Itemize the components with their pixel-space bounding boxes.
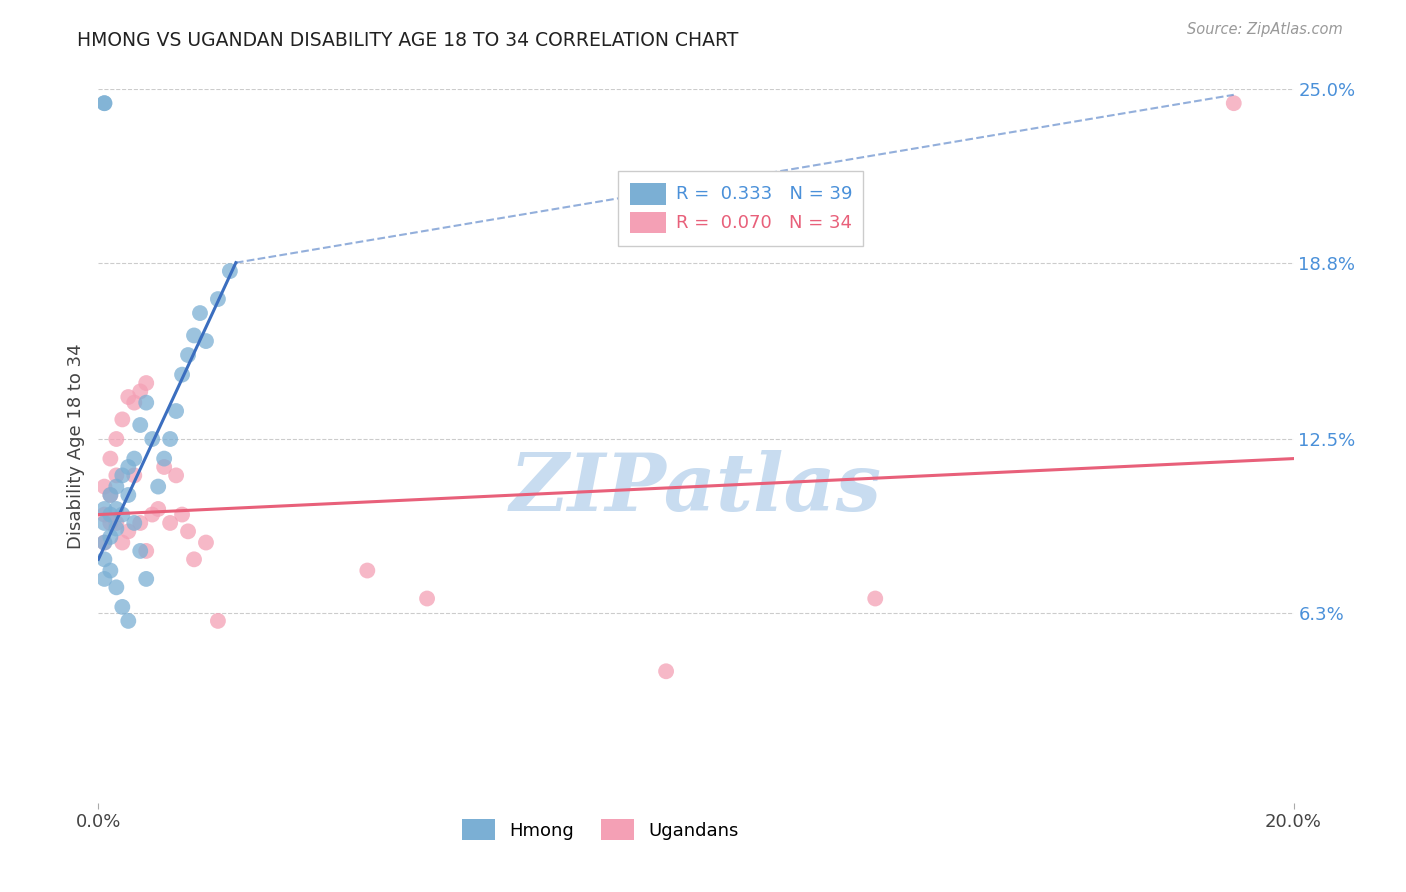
Point: [195, 334, 218, 348]
Point: [93, 96, 115, 111]
Text: Source: ZipAtlas.com: Source: ZipAtlas.com: [1187, 22, 1343, 37]
Point: [172, 368, 194, 382]
Point: [159, 516, 181, 530]
Point: [124, 516, 146, 530]
Point: [207, 614, 229, 628]
Point: [183, 552, 205, 566]
Y-axis label: Disability Age 18 to 34: Disability Age 18 to 34: [66, 343, 84, 549]
Bar: [630, 212, 666, 234]
Point: [98, 530, 122, 544]
Point: [117, 488, 139, 502]
Point: [865, 591, 887, 606]
Point: [105, 432, 128, 446]
Point: [98, 508, 122, 522]
Point: [356, 564, 378, 578]
Point: [105, 479, 128, 493]
Bar: [630, 184, 666, 205]
Point: [105, 580, 128, 594]
Point: [111, 508, 134, 522]
Point: [141, 432, 163, 446]
Point: [98, 564, 122, 578]
Point: [655, 665, 678, 679]
Text: ZIPatlas: ZIPatlas: [510, 450, 882, 527]
Point: [98, 488, 122, 502]
Point: [93, 552, 115, 566]
Point: [111, 468, 134, 483]
Point: [117, 390, 139, 404]
Text: R =  0.333   N = 39: R = 0.333 N = 39: [676, 186, 852, 203]
Point: [207, 292, 229, 306]
Point: [129, 516, 152, 530]
Point: [153, 451, 176, 466]
Point: [183, 328, 205, 343]
Point: [93, 535, 115, 549]
Point: [153, 460, 176, 475]
Point: [135, 395, 157, 409]
Point: [117, 460, 139, 475]
Point: [98, 451, 122, 466]
Point: [188, 306, 211, 320]
Point: [117, 614, 139, 628]
Point: [129, 544, 152, 558]
Point: [135, 376, 157, 390]
Point: [105, 502, 128, 516]
Point: [93, 479, 115, 493]
Point: [111, 412, 134, 426]
Point: [93, 535, 115, 549]
Point: [416, 591, 439, 606]
Point: [124, 451, 146, 466]
Point: [124, 468, 146, 483]
Point: [105, 522, 128, 536]
Point: [105, 516, 128, 530]
Text: HMONG VS UGANDAN DISABILITY AGE 18 TO 34 CORRELATION CHART: HMONG VS UGANDAN DISABILITY AGE 18 TO 34…: [77, 31, 738, 50]
Point: [98, 488, 122, 502]
Point: [177, 524, 200, 539]
Point: [93, 572, 115, 586]
Point: [165, 404, 187, 418]
Point: [148, 502, 170, 516]
FancyBboxPatch shape: [619, 171, 863, 246]
Point: [219, 264, 242, 278]
Point: [124, 395, 146, 409]
Point: [129, 417, 152, 432]
Point: [129, 384, 152, 399]
Point: [93, 508, 115, 522]
Point: [165, 468, 187, 483]
Point: [93, 516, 115, 530]
Point: [195, 535, 218, 549]
Point: [98, 516, 122, 530]
Point: [117, 524, 139, 539]
Point: [148, 479, 170, 493]
Point: [135, 572, 157, 586]
Point: [93, 96, 115, 111]
Legend: Hmong, Ugandans: Hmong, Ugandans: [456, 812, 745, 847]
Point: [159, 432, 181, 446]
Point: [135, 544, 157, 558]
Point: [177, 348, 200, 362]
Point: [111, 535, 134, 549]
Point: [111, 599, 134, 614]
Point: [93, 502, 115, 516]
Text: R =  0.070   N = 34: R = 0.070 N = 34: [676, 214, 852, 232]
Point: [105, 468, 128, 483]
Point: [141, 508, 163, 522]
Point: [1223, 96, 1246, 111]
Point: [172, 508, 194, 522]
